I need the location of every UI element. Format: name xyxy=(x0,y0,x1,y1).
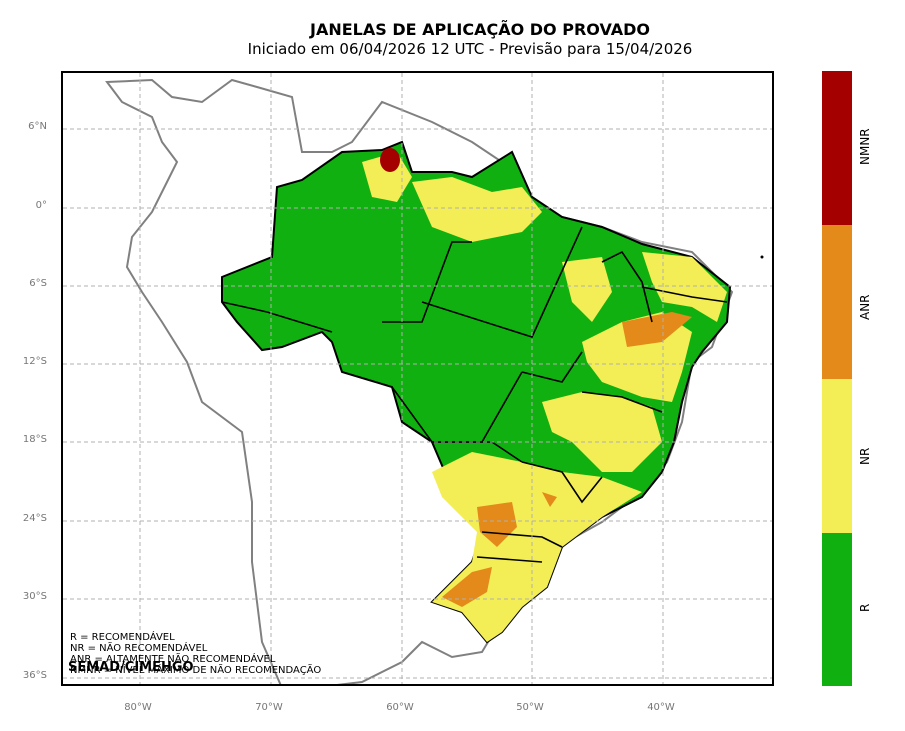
colorbar-label-anr: ANR xyxy=(858,294,872,320)
lat-label-36s: 36°S xyxy=(22,670,47,681)
state-borders xyxy=(221,226,728,563)
legend-line-nmnr: NMNR = NÍVEL MÁXIMO DE NÃO RECOMENDAÇÃO xyxy=(70,665,322,676)
island-dot xyxy=(760,255,764,259)
nmnr-region-roraima xyxy=(380,148,400,172)
nr-region-south xyxy=(432,452,642,642)
colorbar-label-nmnr: NMNR xyxy=(858,128,872,165)
lat-label-24s: 24°S xyxy=(22,513,47,524)
legend-line-nr: NR = NÃO RECOMENDÁVEL xyxy=(70,643,208,654)
colorbar-nr xyxy=(822,379,852,533)
map-title: JANELAS DE APLICAÇÃO DO PROVADO xyxy=(309,20,651,39)
anr-region-parana xyxy=(477,502,517,547)
map-subtitle: Iniciado em 06/04/2026 12 UTC - Previsão… xyxy=(247,40,693,58)
lon-label-70w: 70°W xyxy=(255,702,283,713)
colorbar-nmnr xyxy=(822,71,852,225)
nr-region-center xyxy=(542,392,662,472)
colorbar-label-nr: NR xyxy=(858,447,872,465)
credit-label: SEMAD/CIMEHGO xyxy=(68,660,194,675)
brazil-map xyxy=(63,73,772,684)
colorbar-label-r: R xyxy=(858,603,872,612)
map-legend: R = RECOMENDÁVEL NR = NÃO RECOMENDÁVEL A… xyxy=(70,632,321,676)
lat-label-12s: 12°S xyxy=(22,356,47,367)
lat-label-0: 0° xyxy=(35,200,47,211)
nr-region-maranhao xyxy=(562,257,612,322)
lon-label-40w: 40°W xyxy=(647,702,675,713)
map-frame xyxy=(61,71,774,686)
lat-label-18s: 18°S xyxy=(22,434,47,445)
anr-region-bahia xyxy=(622,312,692,347)
lat-label-6n: 6°N xyxy=(28,121,47,132)
graticule xyxy=(63,73,772,684)
legend-line-r: R = RECOMENDÁVEL xyxy=(70,632,175,643)
lat-label-6s: 6°S xyxy=(29,278,47,289)
lat-label-30s: 30°S xyxy=(22,591,47,602)
nr-region-roraima xyxy=(362,152,412,202)
legend-line-anr: ANR = ALTAMENTE NÃO RECOMENDÁVEL xyxy=(70,654,276,665)
anr-region-sp xyxy=(542,492,557,507)
lon-label-80w: 80°W xyxy=(124,702,152,713)
anr-region-rs xyxy=(442,567,492,607)
lon-label-60w: 60°W xyxy=(386,702,414,713)
nr-region-north xyxy=(412,177,542,242)
colorbar-anr xyxy=(822,225,852,379)
lon-label-50w: 50°W xyxy=(516,702,544,713)
colorbar xyxy=(822,71,852,686)
colorbar-r xyxy=(822,533,852,686)
